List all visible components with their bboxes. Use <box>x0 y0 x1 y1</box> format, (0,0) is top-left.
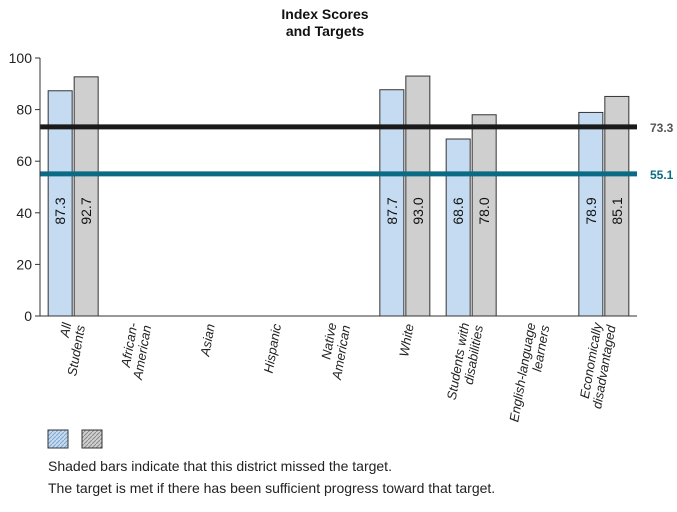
x-category-label: Economicallydisadvantaged <box>575 320 619 410</box>
target-line-label: 73.3 <box>650 121 674 135</box>
bar-value-label: 78.9 <box>583 197 599 224</box>
bar-value-label: 93.0 <box>410 197 426 224</box>
bar-value-label: 87.3 <box>52 197 68 224</box>
bar-target-score <box>405 75 431 317</box>
bar-value-label: 87.7 <box>384 197 400 224</box>
x-category-label: English-languagelearners <box>506 321 552 425</box>
x-category-label: AllStudents <box>50 320 88 377</box>
x-category-label: NativeAmerican <box>315 322 353 382</box>
bar-value-label: 78.0 <box>476 197 492 224</box>
x-category-label: Asian <box>197 323 218 359</box>
note-missed: Shaded bars indicate that this district … <box>48 458 392 474</box>
chart-title-line: Index Scores <box>281 6 368 22</box>
bar-value-label: 68.6 <box>450 197 466 224</box>
bar-target-score <box>73 76 99 317</box>
bar-value-label: 85.1 <box>609 197 625 224</box>
legend-swatch-shaded-score <box>47 429 69 449</box>
y-tick-label: 100 <box>9 50 33 66</box>
y-tick-label: 80 <box>16 102 32 118</box>
target-line-label: 55.1 <box>650 168 674 182</box>
bar-index-score <box>445 138 471 317</box>
y-tick-label: 20 <box>16 256 32 272</box>
note-met: The target is met if there has been suff… <box>48 480 496 496</box>
y-tick-label: 60 <box>16 153 32 169</box>
y-tick-label: 40 <box>16 205 32 221</box>
y-tick-label: 0 <box>24 308 32 324</box>
chart-title-line: and Targets <box>286 23 365 39</box>
x-category-label: Hispanic <box>261 322 285 374</box>
x-category-label: African-American <box>116 321 154 382</box>
legend-swatch-shaded-target <box>81 429 103 449</box>
bar-value-label: 92.7 <box>78 197 94 224</box>
x-category-label: White <box>396 323 417 358</box>
bar-index-score <box>578 111 604 317</box>
x-category-label: Students withdisabilities <box>444 321 486 403</box>
notes: Shaded bars indicate that this district … <box>48 455 668 499</box>
